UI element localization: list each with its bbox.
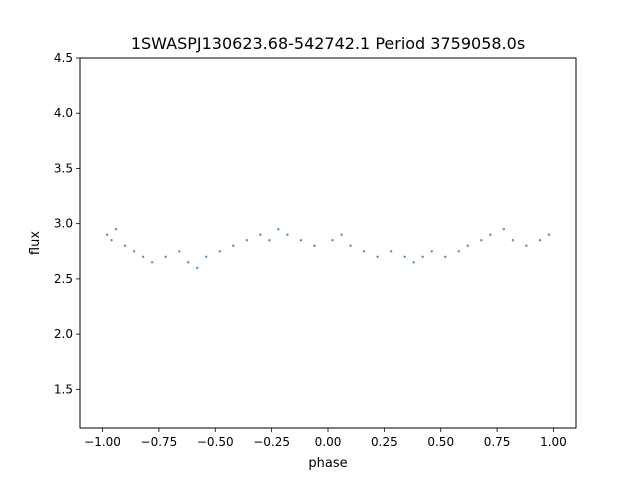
data-point: [489, 233, 492, 236]
data-point: [277, 227, 280, 231]
y-axis-ticks: 1.5 2.0 2.5 3.0 3.5 4.0 4.5: [54, 51, 80, 396]
data-point: [430, 250, 433, 253]
x-tick-label: 0.25: [371, 435, 398, 449]
data-point: [412, 261, 415, 264]
data-point: [362, 250, 366, 253]
data-point: [538, 239, 542, 242]
data-point: [403, 255, 406, 259]
data-point: [196, 266, 199, 270]
data-point: [299, 239, 303, 242]
y-tick-label: 3.5: [54, 161, 73, 175]
x-axis-label: phase: [308, 456, 347, 471]
data-point: [245, 239, 249, 242]
data-point: [444, 255, 447, 259]
y-tick-label: 2.5: [54, 272, 73, 286]
y-tick-label: 2.0: [54, 327, 73, 341]
data-point: [114, 227, 118, 231]
data-point: [457, 250, 460, 253]
data-point: [376, 255, 379, 259]
data-point: [232, 244, 235, 247]
data-point: [389, 250, 393, 253]
x-tick-label: 0.50: [427, 435, 454, 449]
y-tick-label: 1.5: [54, 382, 73, 396]
x-tick-label: −0.25: [253, 435, 290, 449]
data-point: [187, 261, 190, 264]
x-tick-label: 0.00: [315, 435, 342, 449]
y-tick-label: 3.0: [54, 217, 73, 231]
x-tick-label: −1.00: [84, 435, 121, 449]
data-point: [141, 255, 145, 259]
data-point: [259, 233, 262, 236]
chart-title: 1SWASPJ130623.68-542742.1 Period 3759058…: [131, 34, 525, 53]
data-point: [421, 255, 424, 259]
data-point: [110, 239, 113, 242]
data-point: [178, 250, 181, 253]
x-tick-label: 1.00: [540, 435, 567, 449]
data-point: [286, 233, 289, 236]
x-tick-label: 0.75: [484, 435, 511, 449]
data-point: [525, 244, 528, 247]
data-point: [340, 233, 343, 236]
x-tick-label: −0.50: [197, 435, 234, 449]
data-point: [313, 244, 316, 247]
data-point: [205, 255, 208, 259]
data-point: [466, 244, 469, 247]
y-tick-label: 4.0: [54, 106, 73, 120]
data-point: [480, 239, 483, 242]
data-point: [105, 233, 109, 236]
data-point: [123, 244, 127, 247]
data-point: [349, 244, 352, 247]
data-point: [132, 250, 136, 253]
data-points: [105, 227, 551, 270]
data-point: [331, 239, 334, 242]
data-point: [164, 255, 167, 259]
data-point: [218, 250, 221, 253]
y-axis-label: flux: [28, 231, 43, 255]
x-tick-label: −0.75: [141, 435, 178, 449]
data-point: [511, 239, 515, 242]
data-point: [502, 227, 506, 231]
data-point: [547, 233, 551, 236]
data-point: [268, 239, 271, 242]
data-point: [150, 261, 154, 264]
y-tick-label: 4.5: [54, 51, 73, 65]
x-axis-ticks: −1.00 −0.75 −0.50 −0.25 0.00 0.25 0.50 0.75 1.00: [84, 428, 567, 449]
